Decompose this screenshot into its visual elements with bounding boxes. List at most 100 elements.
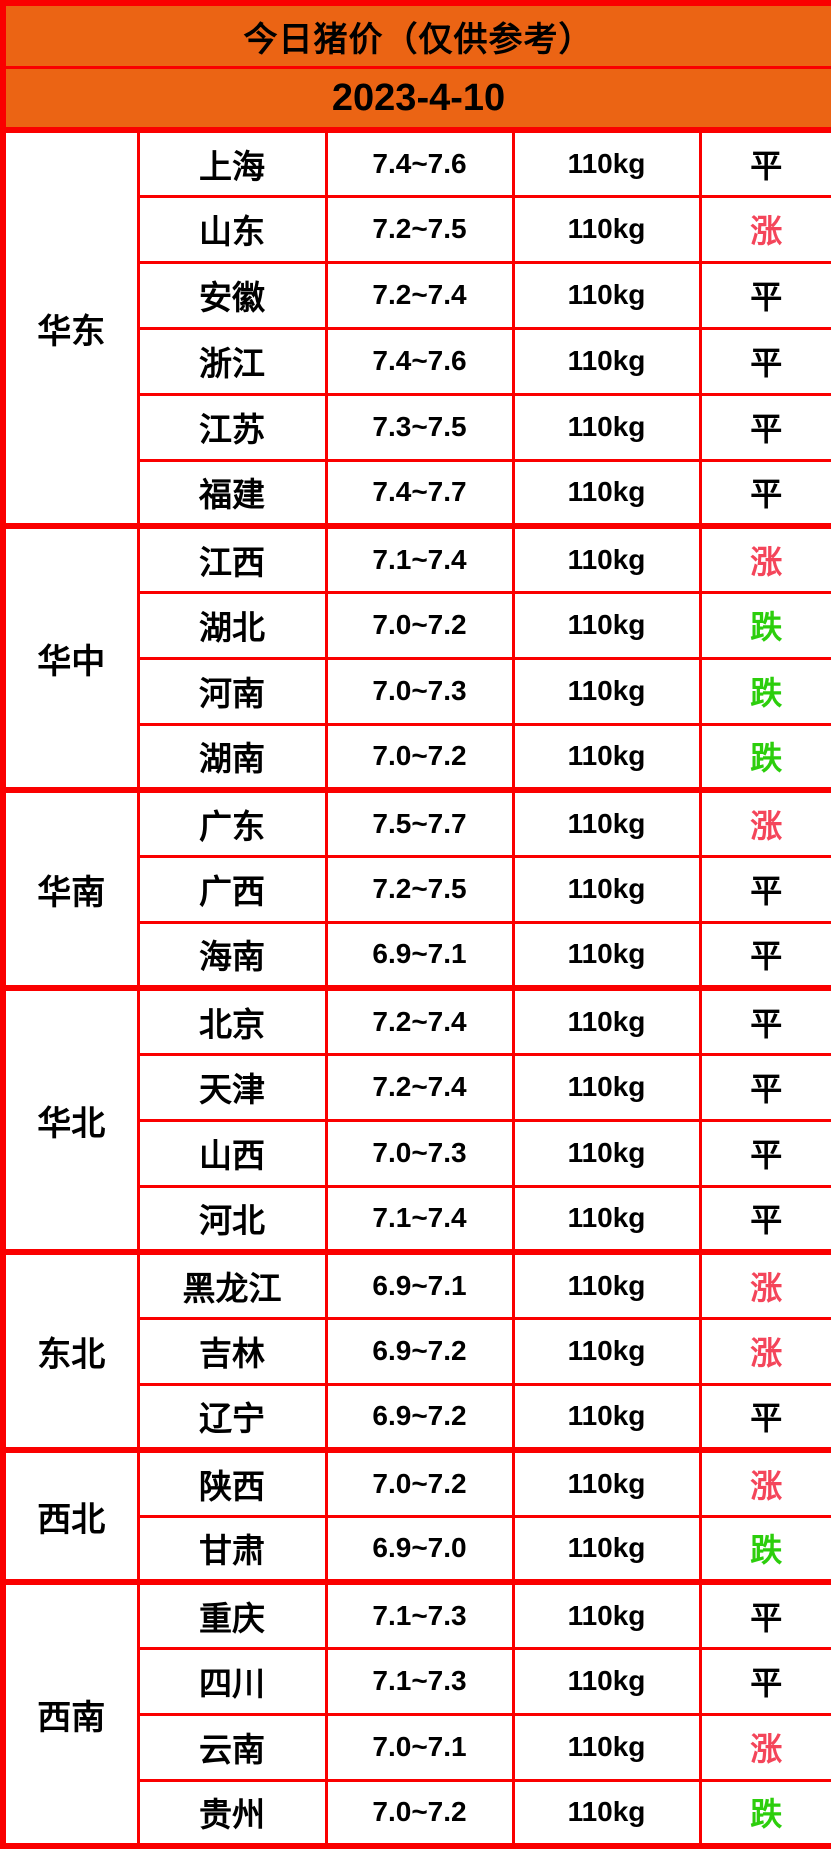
trend-cell: 涨 <box>698 1249 831 1320</box>
price-cell: 7.2~7.4 <box>324 1052 515 1122</box>
province-cell: 福建 <box>136 458 328 528</box>
trend-cell: 涨 <box>698 523 831 594</box>
trend-cell: 涨 <box>698 1712 831 1782</box>
price-cell: 7.4~7.6 <box>324 127 515 198</box>
province-cell: 贵州 <box>136 1778 328 1848</box>
province-cell: 广东 <box>136 787 328 858</box>
price-cell: 6.9~7.1 <box>324 920 515 990</box>
weight-cell: 110kg <box>511 1712 702 1782</box>
province-cell: 河北 <box>136 1184 328 1254</box>
price-cell: 7.4~7.6 <box>324 326 515 396</box>
weight-cell: 110kg <box>511 722 702 792</box>
weight-cell: 110kg <box>511 985 702 1056</box>
weight-cell: 110kg <box>511 1778 702 1848</box>
price-cell: 7.1~7.3 <box>324 1646 515 1716</box>
table-row: 山东 7.2~7.5 110kg 涨 <box>3 194 831 264</box>
trend-cell: 跌 <box>698 656 831 726</box>
province-cell: 辽宁 <box>136 1382 328 1452</box>
date-row: 2023-4-10 <box>1 66 831 132</box>
price-cell: 7.1~7.4 <box>324 523 515 594</box>
region-cell: 西北 <box>1 1447 140 1584</box>
table-row: 福建 7.4~7.7 110kg 平 <box>3 458 831 528</box>
weight-cell: 110kg <box>511 590 702 660</box>
price-cell: 7.0~7.2 <box>324 722 515 792</box>
trend-cell: 涨 <box>698 787 831 858</box>
weight-cell: 110kg <box>511 127 702 198</box>
weight-cell: 110kg <box>511 1249 702 1320</box>
table-row: 华北 北京 7.2~7.4 110kg 平 <box>1 985 831 1254</box>
weight-cell: 110kg <box>511 1447 702 1518</box>
trend-cell: 涨 <box>698 194 831 264</box>
province-cell: 江苏 <box>136 392 328 462</box>
province-cell: 湖北 <box>136 590 328 660</box>
price-cell: 7.1~7.3 <box>324 1579 515 1650</box>
province-cell: 上海 <box>136 127 328 198</box>
weight-cell: 110kg <box>511 458 702 528</box>
title-row: 今日猪价（仅供参考） <box>1 1 831 69</box>
price-cell: 7.2~7.4 <box>324 985 515 1056</box>
province-cell: 云南 <box>136 1712 328 1782</box>
table-row: 河北 7.1~7.4 110kg 平 <box>3 1184 831 1254</box>
table-row: 辽宁 6.9~7.2 110kg 平 <box>3 1382 831 1452</box>
weight-cell: 110kg <box>511 194 702 264</box>
table-row: 江苏 7.3~7.5 110kg 平 <box>3 392 831 462</box>
weight-cell: 110kg <box>511 854 702 924</box>
price-cell: 7.0~7.3 <box>324 1118 515 1188</box>
trend-cell: 平 <box>698 1646 831 1716</box>
page-title: 今日猪价（仅供参考） <box>1 1 831 69</box>
weight-cell: 110kg <box>511 1646 702 1716</box>
province-cell: 江西 <box>136 523 328 594</box>
province-cell: 广西 <box>136 854 328 924</box>
price-cell: 7.0~7.1 <box>324 1712 515 1782</box>
price-cell: 6.9~7.0 <box>324 1514 515 1584</box>
table-row: 天津 7.2~7.4 110kg 平 <box>3 1052 831 1122</box>
weight-cell: 110kg <box>511 920 702 990</box>
price-cell: 6.9~7.2 <box>324 1382 515 1452</box>
weight-cell: 110kg <box>511 1579 702 1650</box>
trend-cell: 跌 <box>698 1514 831 1584</box>
price-cell: 7.2~7.5 <box>324 194 515 264</box>
table-row: 湖北 7.0~7.2 110kg 跌 <box>3 590 831 660</box>
weight-cell: 110kg <box>511 1382 702 1452</box>
table-row: 西南 重庆 7.1~7.3 110kg 平 <box>1 1579 831 1848</box>
weight-cell: 110kg <box>511 656 702 726</box>
price-cell: 7.2~7.5 <box>324 854 515 924</box>
table-row: 海南 6.9~7.1 110kg 平 <box>3 920 831 990</box>
table-row: 贵州 7.0~7.2 110kg 跌 <box>3 1778 831 1848</box>
trend-cell: 平 <box>698 127 831 198</box>
trend-cell: 平 <box>698 1382 831 1452</box>
region-cell: 华东 <box>1 127 140 528</box>
table-row: 华东 上海 7.4~7.6 110kg 平 <box>1 127 831 528</box>
trend-cell: 跌 <box>698 590 831 660</box>
weight-cell: 110kg <box>511 523 702 594</box>
table-row: 甘肃 6.9~7.0 110kg 跌 <box>3 1514 831 1584</box>
trend-cell: 平 <box>698 326 831 396</box>
province-cell: 海南 <box>136 920 328 990</box>
province-cell: 甘肃 <box>136 1514 328 1584</box>
province-cell: 天津 <box>136 1052 328 1122</box>
region-cell: 华南 <box>1 787 140 990</box>
trend-cell: 平 <box>698 1579 831 1650</box>
province-cell: 吉林 <box>136 1316 328 1386</box>
region-cell: 华中 <box>1 523 140 792</box>
trend-cell: 平 <box>698 920 831 990</box>
region-cell: 东北 <box>1 1249 140 1452</box>
province-cell: 湖南 <box>136 722 328 792</box>
weight-cell: 110kg <box>511 1118 702 1188</box>
trend-cell: 跌 <box>698 1778 831 1848</box>
weight-cell: 110kg <box>511 787 702 858</box>
trend-cell: 平 <box>698 458 831 528</box>
table-row: 东北 黑龙江 6.9~7.1 110kg 涨 <box>1 1249 831 1452</box>
table-row: 华中 江西 7.1~7.4 110kg 涨 <box>1 523 831 792</box>
trend-cell: 平 <box>698 854 831 924</box>
trend-cell: 平 <box>698 1184 831 1254</box>
weight-cell: 110kg <box>511 1184 702 1254</box>
province-cell: 陕西 <box>136 1447 328 1518</box>
province-cell: 河南 <box>136 656 328 726</box>
trend-cell: 平 <box>698 985 831 1056</box>
price-cell: 6.9~7.2 <box>324 1316 515 1386</box>
table-row: 浙江 7.4~7.6 110kg 平 <box>3 326 831 396</box>
price-cell: 7.1~7.4 <box>324 1184 515 1254</box>
price-cell: 7.4~7.7 <box>324 458 515 528</box>
